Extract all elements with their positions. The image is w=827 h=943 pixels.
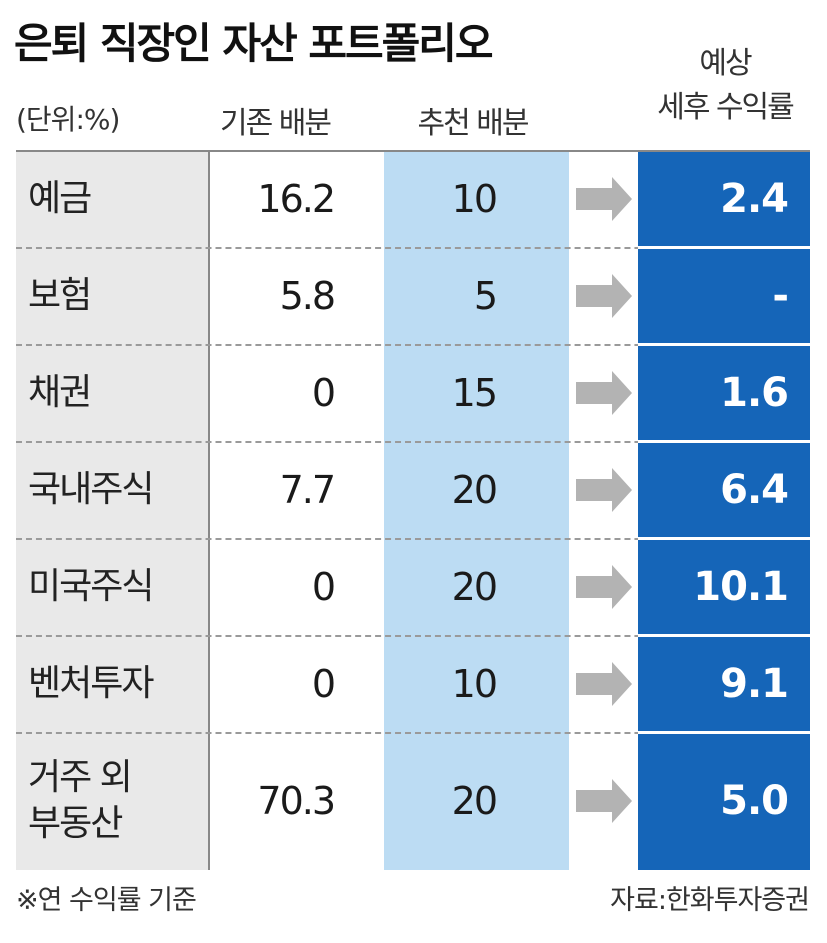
category-label: 보험 bbox=[28, 274, 92, 316]
footnote: ※연 수익률 기준 bbox=[16, 885, 197, 916]
yield-value: 9.1 bbox=[720, 660, 789, 707]
header-yield-line2: 세후 수익률 bbox=[657, 90, 795, 125]
yield-row-divider bbox=[638, 731, 810, 734]
recommended-value: 15 bbox=[451, 370, 498, 415]
yield-value: 2.4 bbox=[720, 175, 789, 222]
yield-value: 5.0 bbox=[720, 778, 789, 824]
existing-value: 70.3 bbox=[257, 779, 336, 823]
recommended-value: 20 bbox=[451, 467, 498, 512]
header-recommended: 추천 배분 bbox=[417, 106, 530, 141]
right-arrow-icon bbox=[576, 467, 632, 512]
row-divider bbox=[16, 344, 810, 346]
right-arrow-icon bbox=[576, 176, 632, 221]
existing-value: 0 bbox=[311, 564, 336, 609]
row-divider bbox=[16, 150, 810, 152]
yield-value: 1.6 bbox=[720, 369, 789, 416]
yield-row-divider bbox=[638, 440, 810, 443]
header-yield-line1: 예상 bbox=[699, 46, 752, 81]
right-arrow-icon bbox=[576, 661, 632, 706]
row-divider bbox=[16, 635, 810, 637]
recommended-value: 10 bbox=[451, 176, 498, 221]
yield-value: 6.4 bbox=[720, 466, 789, 513]
row-divider bbox=[16, 732, 810, 734]
recommended-value: 10 bbox=[451, 661, 498, 706]
category-label-line2: 부동산 bbox=[28, 803, 123, 844]
header-existing: 기존 배분 bbox=[220, 106, 332, 141]
category-label: 채권 bbox=[28, 371, 92, 413]
recommended-value: 20 bbox=[451, 779, 498, 823]
existing-value: 16.2 bbox=[257, 176, 336, 221]
right-arrow-icon bbox=[576, 273, 632, 318]
column-separator bbox=[208, 150, 210, 870]
recommended-value: 20 bbox=[451, 564, 498, 609]
category-column-bg bbox=[16, 150, 208, 870]
row-divider bbox=[16, 441, 810, 443]
yield-value: - bbox=[772, 272, 789, 319]
row-divider bbox=[16, 247, 810, 249]
header-yield: 예상 세후 수익률 bbox=[630, 42, 820, 130]
right-arrow-icon bbox=[576, 779, 632, 823]
yield-row-divider bbox=[638, 537, 810, 540]
category-label: 국내주식 bbox=[28, 468, 154, 510]
existing-value: 5.8 bbox=[279, 273, 336, 318]
row-divider bbox=[16, 538, 810, 540]
portfolio-table: 예금 16.2 10 2.4 보험 5.8 5 - 채권 0 15 1.6 국내주식 7.7 20 6.4 미국… bbox=[16, 150, 810, 870]
recommended-column-bg bbox=[384, 150, 569, 870]
source-credit: 자료:한화투자증권 bbox=[610, 885, 810, 916]
yield-row-divider bbox=[638, 246, 810, 249]
yield-column-bg bbox=[638, 150, 810, 870]
unit-label: (단위:%) bbox=[16, 103, 120, 136]
right-arrow-icon bbox=[576, 370, 632, 415]
chart-title: 은퇴 직장인 자산 포트폴리오 bbox=[14, 19, 494, 68]
category-label: 미국주식 bbox=[28, 565, 154, 607]
category-label-line1: 거주 외 bbox=[28, 757, 133, 798]
yield-row-divider bbox=[638, 343, 810, 346]
yield-value: 10.1 bbox=[693, 563, 789, 610]
existing-value: 0 bbox=[311, 661, 336, 706]
recommended-value: 5 bbox=[473, 273, 498, 318]
category-label: 예금 bbox=[28, 177, 92, 219]
right-arrow-icon bbox=[576, 564, 632, 609]
existing-value: 0 bbox=[311, 370, 336, 415]
category-label: 벤처투자 bbox=[28, 662, 154, 704]
yield-row-divider bbox=[638, 634, 810, 637]
existing-value: 7.7 bbox=[279, 467, 336, 512]
